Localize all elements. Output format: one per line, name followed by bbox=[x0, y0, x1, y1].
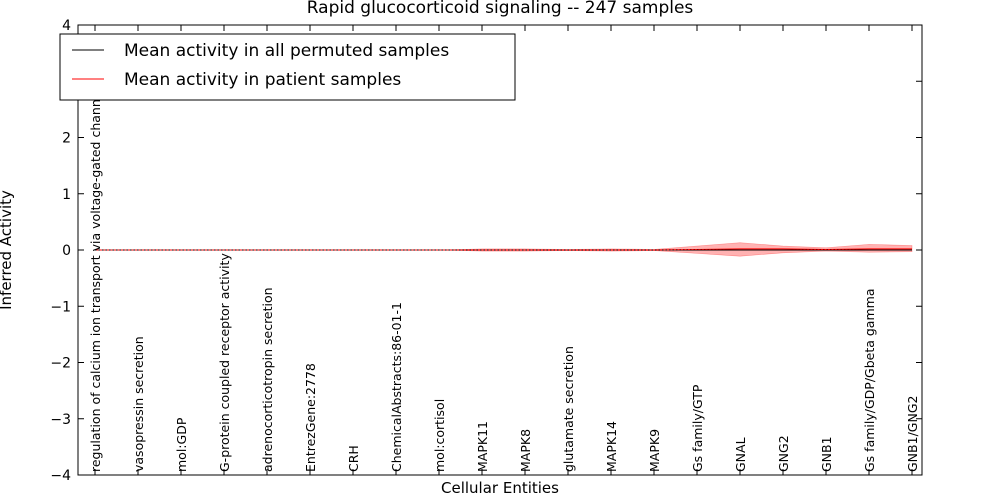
category-label: MAPK11 bbox=[475, 421, 490, 472]
y-axis-label: Inferred Activity bbox=[0, 190, 15, 310]
y-tick-label: 4 bbox=[62, 18, 71, 34]
category-label: CRH bbox=[346, 445, 361, 472]
category-label: Gs family/GTP bbox=[690, 384, 705, 472]
y-tick-label: 0 bbox=[62, 243, 71, 259]
y-tick-label: 1 bbox=[62, 187, 71, 203]
legend-label-permuted: Mean activity in all permuted samples bbox=[124, 41, 449, 61]
chart-title: Rapid glucocorticoid signaling -- 247 sa… bbox=[307, 0, 694, 18]
series-layer bbox=[95, 248, 912, 251]
legend-label-patient: Mean activity in patient samples bbox=[124, 70, 401, 90]
category-label: Gs family/GDP/Gbeta gamma bbox=[862, 289, 877, 472]
category-label: glutamate secretion bbox=[561, 346, 576, 472]
category-label: EntrezGene:2778 bbox=[303, 363, 318, 472]
category-label-layer: regulation of calcium ion transport via … bbox=[88, 88, 920, 472]
x-axis bbox=[94, 25, 913, 475]
category-label: ChemicalAbstracts:86-01-1 bbox=[389, 302, 404, 472]
y-tick-label: 2 bbox=[62, 131, 71, 147]
category-label: MAPK8 bbox=[518, 429, 533, 472]
category-label: mol:GDP bbox=[174, 417, 189, 472]
category-label: G-protein coupled receptor activity bbox=[217, 253, 232, 472]
legend: Mean activity in all permuted samples Me… bbox=[59, 33, 516, 101]
category-label: regulation of calcium ion transport via … bbox=[88, 88, 103, 472]
category-label: MAPK9 bbox=[647, 429, 662, 472]
patient-mean-line bbox=[95, 248, 912, 251]
x-axis-label: Cellular Entities bbox=[441, 479, 559, 497]
y-tick-label: −1 bbox=[50, 299, 71, 315]
category-label: GNB1 bbox=[819, 436, 834, 472]
category-label: GNB1/GNG2 bbox=[905, 396, 920, 472]
category-label: GNAL bbox=[733, 437, 748, 472]
y-tick-label: −4 bbox=[50, 468, 71, 484]
category-label: mol:cortisol bbox=[432, 399, 447, 472]
category-label: GNG2 bbox=[776, 435, 791, 472]
legend-box bbox=[59, 33, 516, 101]
y-tick-label: −3 bbox=[50, 412, 71, 428]
category-label: adrenocorticotropin secretion bbox=[260, 287, 275, 472]
category-label: vasopressin secretion bbox=[131, 336, 146, 472]
y-tick-label: −2 bbox=[50, 356, 71, 372]
category-label: MAPK14 bbox=[604, 421, 619, 472]
